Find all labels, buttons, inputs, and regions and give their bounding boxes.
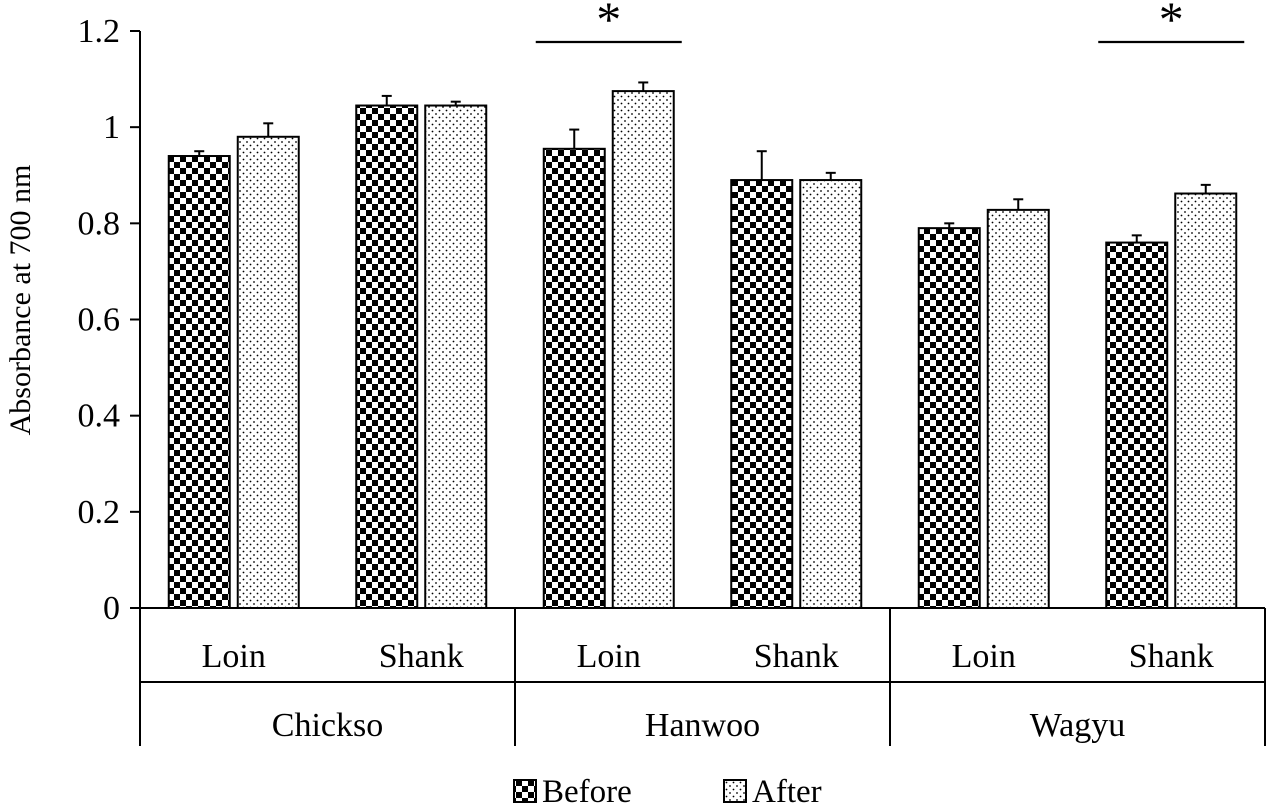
legend-swatch-before [513,779,537,803]
significance-star: * [1159,0,1184,47]
y-tick-label: 1.2 [78,13,121,50]
y-tick-label: 0.4 [78,398,121,435]
group-label: Chickso [272,707,383,744]
bar-after [799,179,863,610]
category-label: Shank [379,638,464,675]
legend: Before After [513,774,822,806]
x-axis: Chickso Hanwoo Wagyu Loin Shank Loin Shank Loin… [139,607,1266,746]
group-label: Hanwoo [645,707,760,744]
bar-after [1174,192,1238,609]
y-tick-label: 1 [103,109,120,146]
category-label: Loin [577,638,641,675]
bars [167,90,1238,610]
bar-before [542,147,606,609]
legend-label: Before [542,774,632,806]
y-axis: 0 0.2 0.4 0.6 0.8 1 1.2 [78,13,141,627]
bar-after [611,90,675,609]
category-label: Shank [754,638,839,675]
category-label: Loin [202,638,266,675]
bar-after [236,135,300,610]
bar-before [167,155,231,609]
bar-before [1105,241,1169,609]
y-tick-label: 0.6 [78,302,121,339]
legend-label: After [752,774,822,806]
bar-before [917,227,981,609]
bar-before [730,179,794,610]
category-label: Loin [952,638,1016,675]
error-bars [194,81,1211,243]
bar-before [355,104,419,609]
significance-markers: * * [535,0,1245,47]
bar-after [986,208,1050,609]
y-tick-label: 0.2 [78,494,121,531]
y-tick-label: 0.8 [78,205,121,242]
y-tick-label: 0 [103,590,120,627]
bar-after [424,104,488,609]
significance-star: * [596,0,621,47]
group-label: Wagyu [1030,707,1125,744]
category-label: Shank [1129,638,1214,675]
y-axis-title: Absorbance at 700 nm [4,165,37,436]
legend-swatch-after [723,779,747,803]
